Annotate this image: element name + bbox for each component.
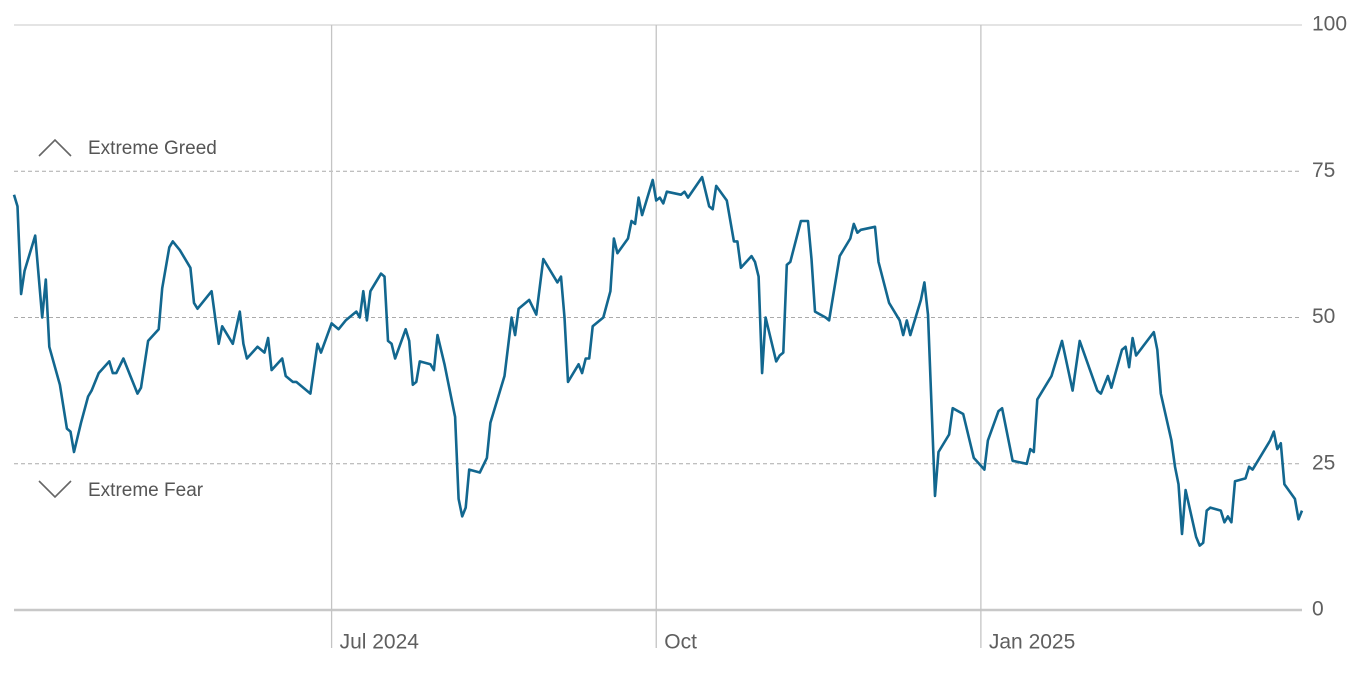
greed-chevron [38, 138, 72, 157]
y-tick-label: 75 [1312, 159, 1335, 182]
x-tick-label: Jul 2024 [340, 631, 420, 654]
x-tick-label: Jan 2025 [989, 631, 1075, 654]
line-series [12, 175, 1304, 547]
annotation: Extreme Greed [88, 138, 217, 159]
y-tick-label: 25 [1312, 451, 1335, 474]
x-tick-label: Oct [664, 631, 697, 654]
y-tick-label: 50 [1312, 305, 1335, 328]
y-tick-label: 100 [1312, 13, 1347, 36]
annotation: Extreme Fear [88, 480, 204, 501]
y-tick-label: 0 [1312, 598, 1324, 621]
fear-chevron [38, 480, 72, 499]
